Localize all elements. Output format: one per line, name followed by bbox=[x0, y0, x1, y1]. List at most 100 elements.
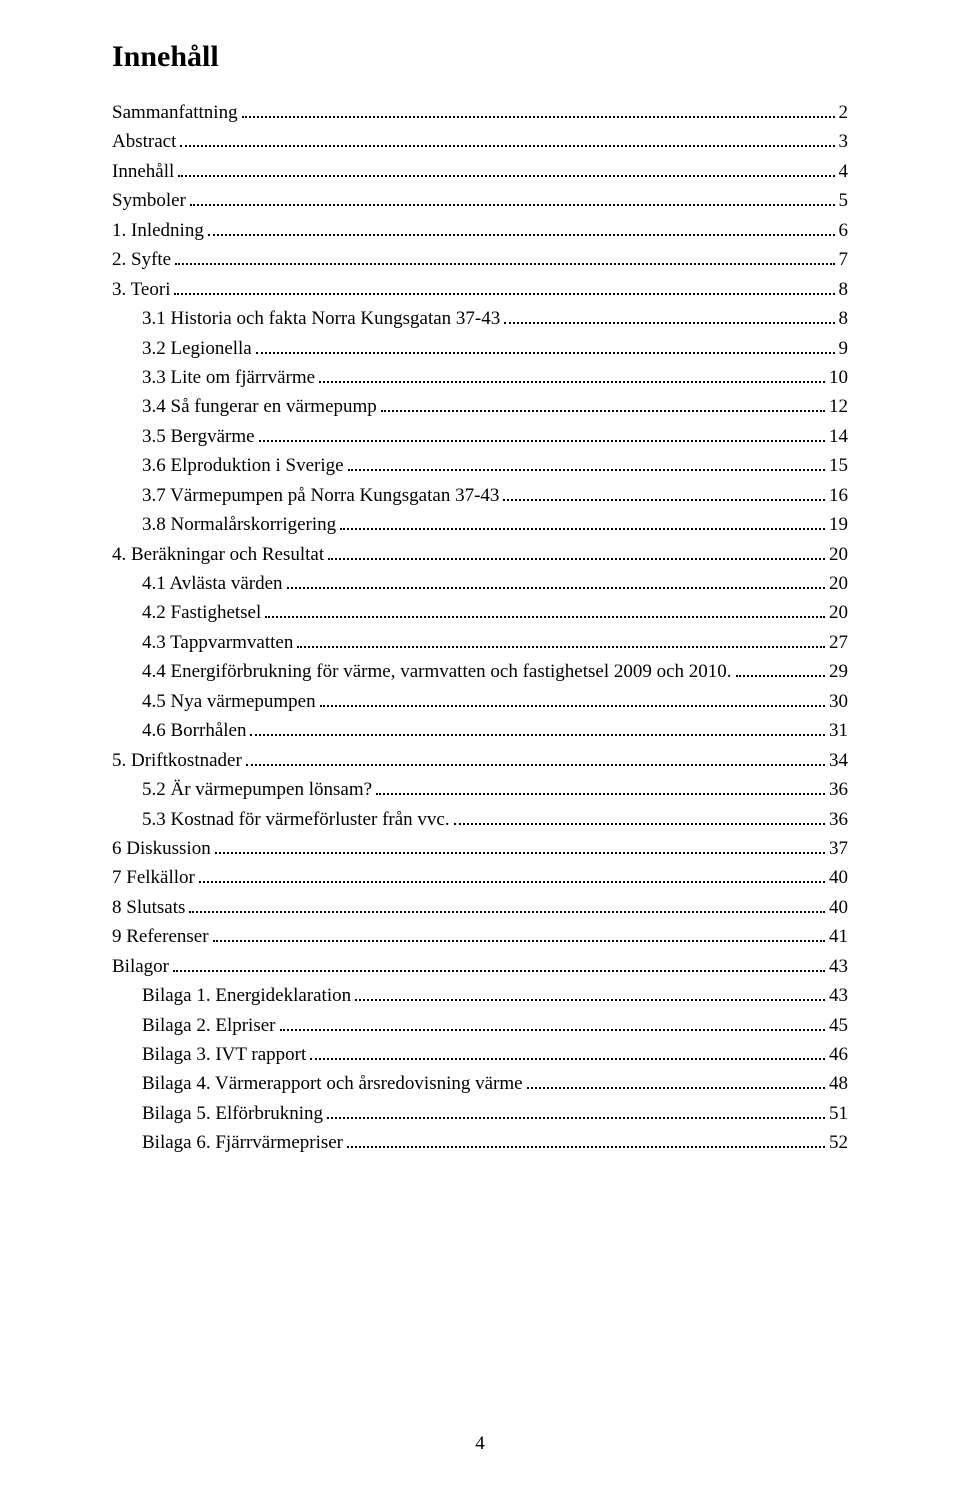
toc-entry-page: 10 bbox=[829, 363, 848, 392]
toc-entry: 3.6 Elproduktion i Sverige15 bbox=[112, 451, 848, 480]
toc-entry-page: 27 bbox=[829, 628, 848, 657]
toc-leader-dots bbox=[454, 807, 825, 824]
toc-entry: 4.1 Avlästa värden 20 bbox=[112, 569, 848, 598]
toc-entry: Bilaga 6. Fjärrvärmepriser 52 bbox=[112, 1128, 848, 1157]
toc-entry-page: 31 bbox=[829, 716, 848, 745]
toc-entry: 8 Slutsats 40 bbox=[112, 893, 848, 922]
toc-entry-label: 3.5 Bergvärme bbox=[142, 422, 255, 451]
toc-leader-dots bbox=[242, 101, 835, 118]
toc-leader-dots bbox=[178, 160, 834, 177]
toc-entry-page: 8 bbox=[839, 304, 849, 333]
toc-leader-dots bbox=[215, 837, 825, 854]
toc-entry-page: 52 bbox=[829, 1128, 848, 1157]
toc-entry: 5. Driftkostnader 34 bbox=[112, 746, 848, 775]
toc-entry-label: 3.4 Så fungerar en värmepump bbox=[142, 392, 377, 421]
toc-entry: 3.1 Historia och fakta Norra Kungsgatan … bbox=[112, 304, 848, 333]
toc-entry-page: 3 bbox=[839, 127, 849, 156]
toc-entry: Bilaga 5. Elförbrukning 51 bbox=[112, 1099, 848, 1128]
toc-leader-dots bbox=[173, 955, 825, 972]
toc-entry-page: 36 bbox=[829, 775, 848, 804]
toc-entry-page: 16 bbox=[829, 481, 848, 510]
toc-leader-dots bbox=[287, 572, 825, 589]
toc-entry-label: 2. Syfte bbox=[112, 245, 171, 274]
toc-entry-label: Bilaga 4. Värmerapport och årsredovisnin… bbox=[142, 1069, 523, 1098]
toc-entry-page: 36 bbox=[829, 805, 848, 834]
toc-leader-dots bbox=[297, 631, 825, 648]
toc-entry-page: 7 bbox=[839, 245, 849, 274]
toc-entry-label: 3.2 Legionella bbox=[142, 334, 252, 363]
toc-entry: Symboler 5 bbox=[112, 186, 848, 215]
toc-entry-label: Sammanfattning bbox=[112, 98, 238, 127]
toc-entry: 1. Inledning 6 bbox=[112, 216, 848, 245]
toc-leader-dots bbox=[328, 542, 825, 559]
toc-leader-dots bbox=[736, 660, 825, 677]
toc-entry-label: 7 Felkällor bbox=[112, 863, 195, 892]
toc-entry-page: 40 bbox=[829, 893, 848, 922]
toc-leader-dots bbox=[280, 1013, 826, 1030]
toc-leader-dots bbox=[208, 219, 835, 236]
toc-entry: 9 Referenser41 bbox=[112, 922, 848, 951]
toc-entry-label: 5. Driftkostnader bbox=[112, 746, 242, 775]
toc-leader-dots bbox=[180, 130, 834, 147]
toc-entry-page: 8 bbox=[839, 275, 849, 304]
toc-leader-dots bbox=[259, 425, 825, 442]
toc-title: Innehåll bbox=[112, 40, 848, 74]
toc-entry: 3.3 Lite om fjärrvärme 10 bbox=[112, 363, 848, 392]
toc-entry: 2. Syfte 7 bbox=[112, 245, 848, 274]
toc-entry-label: 1. Inledning bbox=[112, 216, 204, 245]
toc-entry-label: Bilaga 2. Elpriser bbox=[142, 1011, 276, 1040]
toc-entry-page: 45 bbox=[829, 1011, 848, 1040]
toc-entry-label: 3.3 Lite om fjärrvärme bbox=[142, 363, 315, 392]
toc-entry-label: Bilaga 6. Fjärrvärmepriser bbox=[142, 1128, 343, 1157]
toc-entry-label: 4.2 Fastighetsel bbox=[142, 598, 261, 627]
toc-entry-label: Bilaga 5. Elförbrukning bbox=[142, 1099, 323, 1128]
toc-entry: 3.4 Så fungerar en värmepump12 bbox=[112, 392, 848, 421]
toc-entry: Bilagor43 bbox=[112, 952, 848, 981]
toc-entry-page: 9 bbox=[839, 334, 849, 363]
toc-entry-page: 51 bbox=[829, 1099, 848, 1128]
toc-entry-label: 4.4 Energiförbrukning för värme, varmvat… bbox=[142, 657, 732, 686]
toc-entry: 5.3 Kostnad för värmeförluster från vvc.… bbox=[112, 805, 848, 834]
toc-leader-dots bbox=[213, 925, 825, 942]
toc-entry-page: 6 bbox=[839, 216, 849, 245]
toc-leader-dots bbox=[504, 307, 834, 324]
toc-entry-page: 4 bbox=[839, 157, 849, 186]
toc-leader-dots bbox=[320, 690, 825, 707]
toc-entry-page: 20 bbox=[829, 598, 848, 627]
toc-entry-label: 6 Diskussion bbox=[112, 834, 211, 863]
toc-entry-label: 4.5 Nya värmepumpen bbox=[142, 687, 316, 716]
toc-entry-label: Bilaga 1. Energideklaration bbox=[142, 981, 351, 1010]
toc-entry-label: 4.1 Avlästa värden bbox=[142, 569, 283, 598]
toc-entry-label: Symboler bbox=[112, 186, 186, 215]
toc-entry-label: 3.6 Elproduktion i Sverige bbox=[142, 451, 344, 480]
toc-entry: 3.5 Bergvärme14 bbox=[112, 422, 848, 451]
toc-entry: 3.8 Normalårskorrigering19 bbox=[112, 510, 848, 539]
toc-leader-dots bbox=[190, 189, 835, 206]
toc-leader-dots bbox=[310, 1043, 825, 1060]
toc-entry: 3.2 Legionella 9 bbox=[112, 334, 848, 363]
toc-entry-label: 3.1 Historia och fakta Norra Kungsgatan … bbox=[142, 304, 500, 333]
toc-entry-label: 8 Slutsats bbox=[112, 893, 185, 922]
toc-entry: Bilaga 1. Energideklaration43 bbox=[112, 981, 848, 1010]
toc-leader-dots bbox=[347, 1131, 825, 1148]
toc-entry-label: 3.7 Värmepumpen på Norra Kungsgatan 37-4… bbox=[142, 481, 499, 510]
toc-list: Sammanfattning2Abstract3Innehåll4Symbole… bbox=[112, 98, 848, 1158]
toc-entry-page: 29 bbox=[829, 657, 848, 686]
toc-leader-dots bbox=[199, 866, 825, 883]
toc-entry: 4.5 Nya värmepumpen 30 bbox=[112, 687, 848, 716]
toc-entry: 4.6 Borrhålen31 bbox=[112, 716, 848, 745]
toc-entry: Bilaga 3. IVT rapport46 bbox=[112, 1040, 848, 1069]
toc-entry-page: 20 bbox=[829, 569, 848, 598]
toc-entry: 7 Felkällor40 bbox=[112, 863, 848, 892]
toc-entry-page: 30 bbox=[829, 687, 848, 716]
toc-entry-page: 37 bbox=[829, 834, 848, 863]
toc-entry-label: 5.3 Kostnad för värmeförluster från vvc. bbox=[142, 805, 450, 834]
toc-entry-page: 34 bbox=[829, 746, 848, 775]
toc-leader-dots bbox=[327, 1102, 825, 1119]
toc-entry-page: 5 bbox=[839, 186, 849, 215]
toc-entry-page: 48 bbox=[829, 1069, 848, 1098]
toc-entry-page: 46 bbox=[829, 1040, 848, 1069]
toc-entry-page: 41 bbox=[829, 922, 848, 951]
page-number: 4 bbox=[0, 1433, 960, 1455]
toc-entry: 4.2 Fastighetsel 20 bbox=[112, 598, 848, 627]
